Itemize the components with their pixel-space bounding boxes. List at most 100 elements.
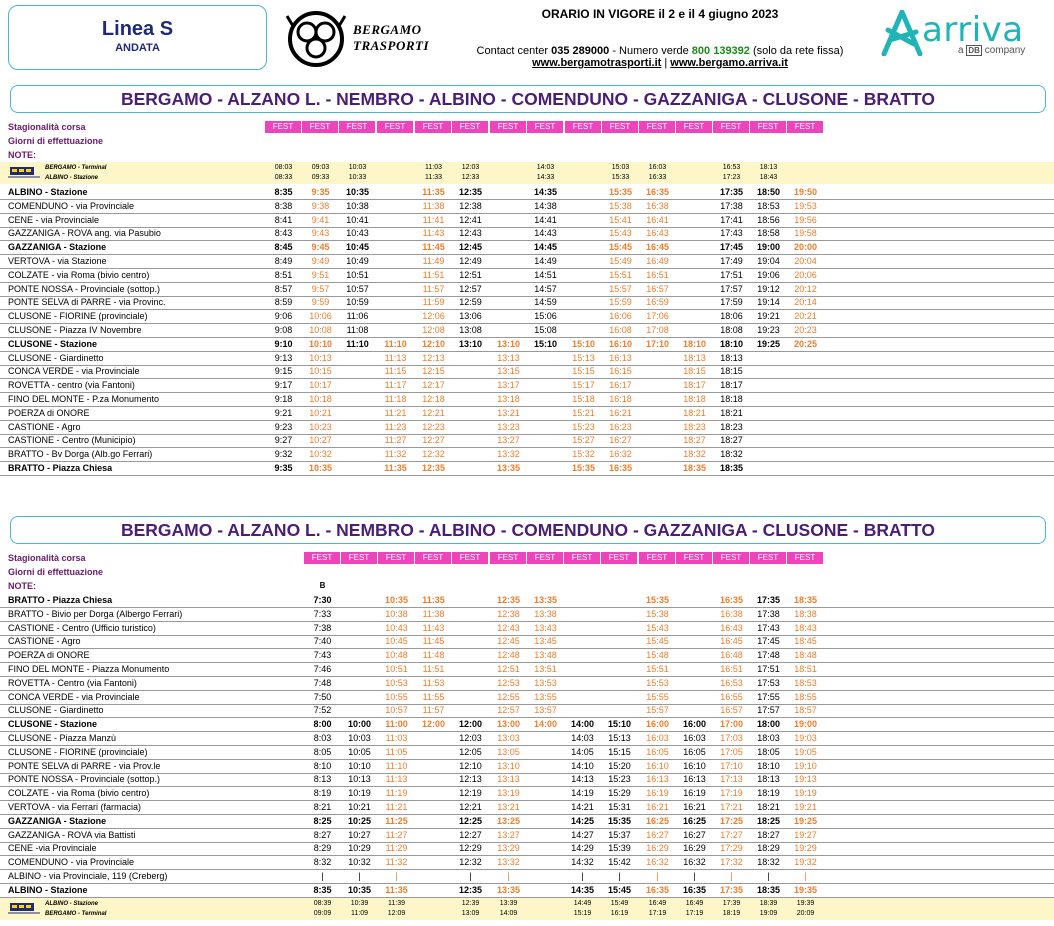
departure-time: 10:06 bbox=[309, 311, 332, 322]
departure-time: 11:38 bbox=[422, 200, 445, 211]
table-row: CLUSONE - Stazione 9:10 10:10 11:10 11:10 12:… bbox=[0, 337, 1054, 352]
departure-time: 12:35 bbox=[458, 187, 483, 197]
connection-time: 09:09 bbox=[313, 909, 332, 917]
connection-time: 16:33 bbox=[648, 174, 667, 181]
departure-time: 17:03 bbox=[720, 733, 743, 743]
website-link-bergamotrasporti[interactable]: www.bergamotrasporti.it bbox=[532, 57, 662, 69]
departure-time: 12:21 bbox=[422, 407, 445, 418]
departure-time: 16:21 bbox=[683, 802, 706, 812]
departure-time: 9:21 bbox=[274, 407, 293, 418]
departure-time: 18:57 bbox=[794, 705, 817, 716]
departure-time: 12:06 bbox=[422, 311, 445, 322]
arriva-wordmark: arriva bbox=[922, 10, 1024, 50]
departure-time: 8:03 bbox=[313, 733, 332, 743]
departure-time: 9:10 bbox=[274, 338, 293, 349]
departure-time: 18:48 bbox=[794, 650, 817, 661]
departure-time: 12:27 bbox=[459, 829, 482, 840]
table-row: POERZA di ONORE 9:21 10:21 11:21 12:21 13:21 1… bbox=[0, 406, 1054, 421]
fest-badge: FEST bbox=[713, 121, 749, 133]
departure-time: 16:43 bbox=[720, 622, 743, 633]
validity-title: ORARIO IN VIGORE il 2 e il 4 giugno 2023 bbox=[541, 7, 779, 21]
departure-time: 12:13 bbox=[459, 774, 482, 785]
stop-name: ALBINO - Stazione bbox=[8, 884, 88, 895]
departure-time: 8:29 bbox=[313, 843, 332, 854]
departure-time: 12:48 bbox=[497, 650, 520, 661]
table-row: CLUSONE - FIORINE (provinciale) 9:06 10:06… bbox=[0, 309, 1054, 325]
stop-name: CONCA VERDE - via Provinciale bbox=[8, 366, 140, 377]
departure-time: 12:17 bbox=[422, 380, 445, 391]
departure-time: 8:49 bbox=[274, 256, 293, 266]
departure-time: 17:55 bbox=[757, 691, 780, 702]
connection-time: 12:09 bbox=[387, 909, 406, 917]
departure-time: 14:21 bbox=[571, 802, 594, 812]
departure-time: 12:00 bbox=[458, 719, 483, 730]
departure-time: 10:00 bbox=[347, 719, 372, 730]
website-links: www.bergamotrasporti.it | www.bergamo.ar… bbox=[532, 57, 788, 69]
departure-time: 16:10 bbox=[683, 760, 706, 771]
departure-time: 15:10 bbox=[533, 338, 558, 349]
departure-time: 10:35 bbox=[347, 884, 372, 895]
departure-time: 10:45 bbox=[385, 636, 408, 647]
departure-time: 8:45 bbox=[274, 242, 293, 253]
connection-time: 08:33 bbox=[274, 174, 293, 181]
table-row: COMENDUNO - via Provinciale 8:38 9:38 10:38… bbox=[0, 199, 1054, 214]
departure-time: 15:57 bbox=[646, 705, 669, 716]
stop-name: CLUSONE - Giardinetto bbox=[8, 352, 104, 363]
departure-time: 15:49 bbox=[609, 256, 632, 266]
departure-time: 12:35 bbox=[421, 463, 446, 473]
departure-time: 12:35 bbox=[496, 595, 521, 605]
departure-time: 8:43 bbox=[274, 228, 293, 239]
departure-time: 18:35 bbox=[719, 463, 744, 473]
departure-time: 19:23 bbox=[757, 325, 780, 335]
departure-time: 10:43 bbox=[385, 622, 408, 633]
departure-time: 13:03 bbox=[497, 733, 520, 743]
connection-time: 09:33 bbox=[311, 174, 330, 181]
departure-time: 19:25 bbox=[756, 338, 781, 349]
departure-time: 7:43 bbox=[313, 650, 332, 661]
departure-time: 18:32 bbox=[757, 857, 780, 868]
departure-time: 18:56 bbox=[757, 214, 780, 225]
departure-time: 14:35 bbox=[533, 187, 558, 197]
table-row: ALBINO - Stazione 8:35 9:35 10:35 11:35 12:35… bbox=[0, 185, 1054, 200]
departure-time: 10:10 bbox=[308, 338, 333, 349]
departure-time: 11:29 bbox=[385, 843, 408, 854]
connection-time: 11:03 bbox=[425, 164, 442, 171]
departure-time: 18:43 bbox=[794, 622, 817, 633]
departure-time: 16:18 bbox=[609, 394, 632, 404]
departure-time: 16:27 bbox=[683, 829, 706, 840]
table-row: CONCA VERDE - via Provinciale 7:50 10:55 11… bbox=[0, 690, 1054, 705]
table-row: GAZZANIGA - Stazione 8:25 10:25 11:25 12:25 1… bbox=[0, 814, 1054, 829]
departure-time: 18:29 bbox=[757, 843, 780, 854]
departure-time: 8:10 bbox=[313, 760, 332, 771]
table-row: CENE -via Provinciale 8:29 10:29 11:29 12:29… bbox=[0, 841, 1054, 857]
departure-time: 17:32 bbox=[720, 857, 743, 868]
connection-time: 16:19 bbox=[610, 909, 629, 917]
departure-time: 17:00 bbox=[719, 719, 744, 730]
fest-badge: FEST bbox=[377, 121, 413, 133]
fest-badge: FEST bbox=[341, 552, 377, 564]
departure-time: 19:50 bbox=[793, 187, 818, 197]
table-row: CASTIONE - Agro 9:23 10:23 11:23 12:23 13:23 1… bbox=[0, 420, 1054, 435]
departure-time: 7:50 bbox=[313, 691, 332, 702]
stop-name: FINO DEL MONTE - P.za Monumento bbox=[8, 394, 160, 404]
departure-time: 10:41 bbox=[346, 214, 369, 225]
connection-stop: ALBINO - Stazione bbox=[45, 175, 99, 181]
departure-time: 13:51 bbox=[534, 664, 557, 674]
departure-time: 18:27 bbox=[720, 435, 743, 446]
website-link-arriva[interactable]: www.bergamo.arriva.it bbox=[670, 57, 788, 69]
departure-time: 10:57 bbox=[346, 283, 369, 294]
departure-time: 10:32 bbox=[348, 857, 371, 868]
departure-time: 13:15 bbox=[497, 366, 520, 377]
departure-time: 13:55 bbox=[534, 691, 557, 702]
departure-time: 18:17 bbox=[720, 380, 743, 391]
departure-time: 15:15 bbox=[608, 746, 631, 757]
departure-time: 13:35 bbox=[496, 884, 521, 895]
departure-time: 14:10 bbox=[571, 760, 594, 771]
departure-time: 16:51 bbox=[646, 269, 669, 280]
departure-time: 13:13 bbox=[497, 774, 520, 785]
departure-time: 15:43 bbox=[609, 228, 632, 239]
departure-time: 15:35 bbox=[608, 187, 633, 197]
departure-time: 17:53 bbox=[757, 677, 780, 688]
departure-time: 14:03 bbox=[571, 733, 594, 743]
stop-name: CLUSONE - Piazza Manzù bbox=[8, 733, 117, 743]
